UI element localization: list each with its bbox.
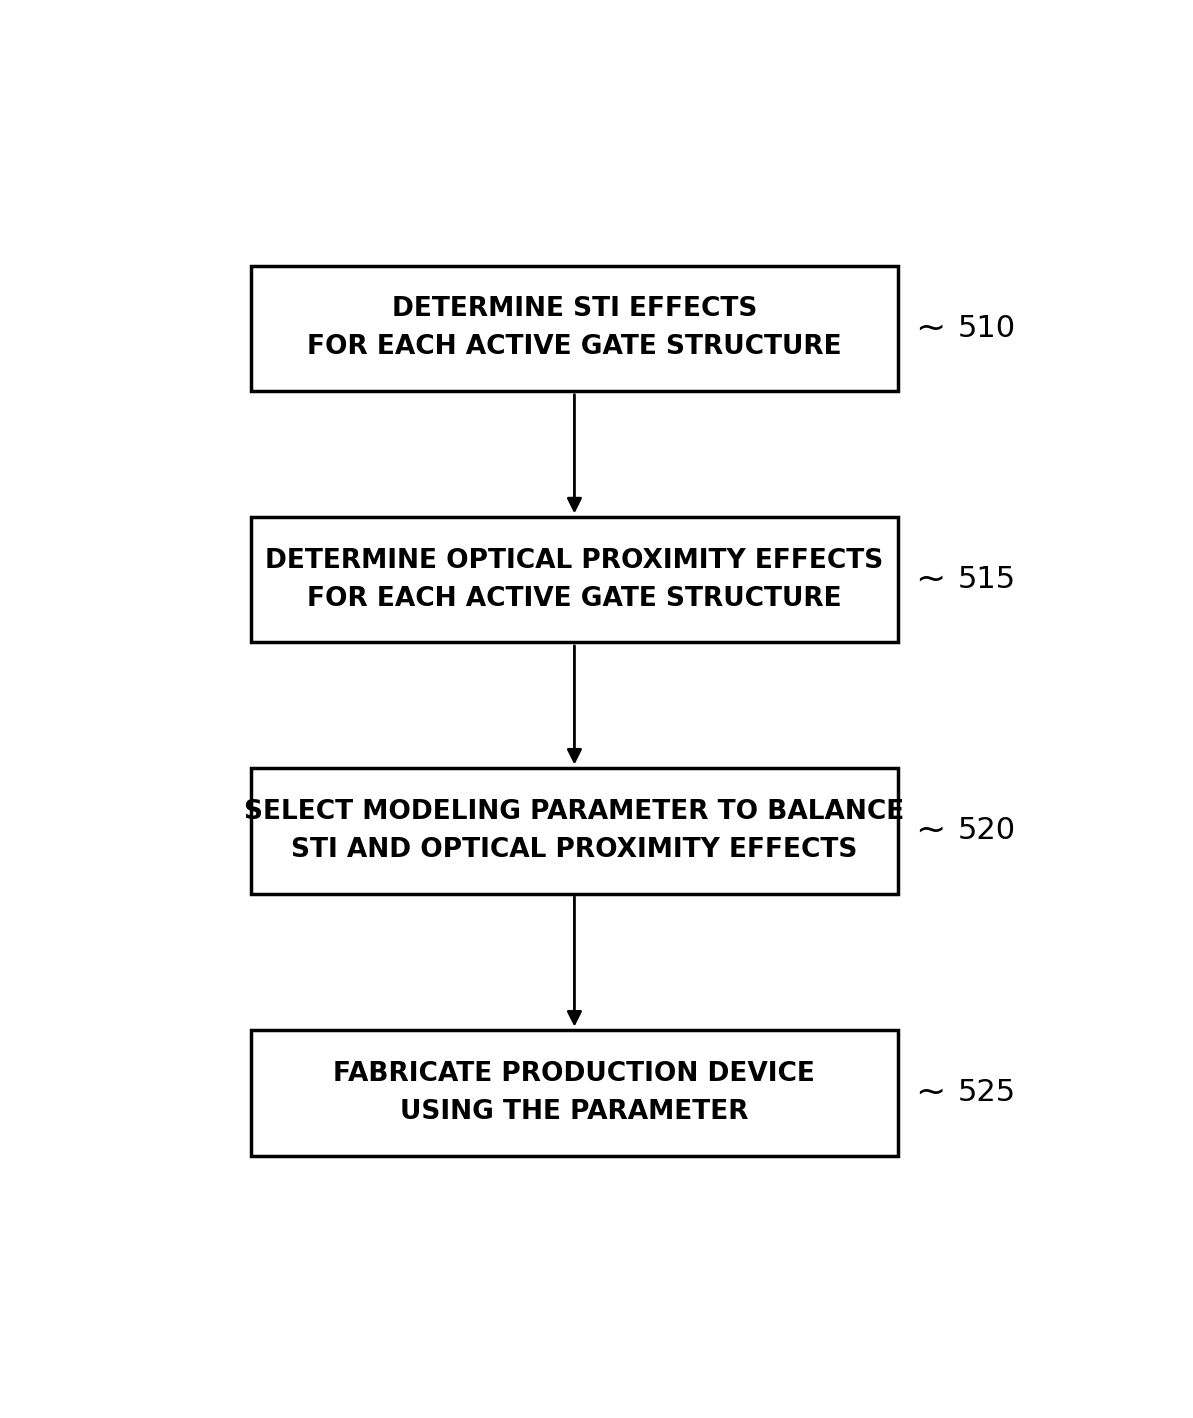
- Text: DETERMINE STI EFFECTS
FOR EACH ACTIVE GATE STRUCTURE: DETERMINE STI EFFECTS FOR EACH ACTIVE GA…: [307, 296, 842, 360]
- Text: ~: ~: [915, 563, 946, 597]
- Bar: [251, 265, 898, 391]
- Text: ~: ~: [915, 814, 946, 848]
- Text: FABRICATE PRODUCTION DEVICE
USING THE PARAMETER: FABRICATE PRODUCTION DEVICE USING THE PA…: [334, 1061, 815, 1124]
- Text: 525: 525: [958, 1078, 1016, 1107]
- Text: SELECT MODELING PARAMETER TO BALANCE
STI AND OPTICAL PROXIMITY EFFECTS: SELECT MODELING PARAMETER TO BALANCE STI…: [245, 798, 904, 862]
- Text: ~: ~: [915, 1076, 946, 1110]
- Text: ~: ~: [915, 312, 946, 346]
- Bar: [251, 769, 898, 893]
- Text: 510: 510: [958, 313, 1016, 343]
- Text: 520: 520: [958, 817, 1016, 845]
- Bar: [251, 516, 898, 642]
- Text: 515: 515: [958, 566, 1016, 594]
- Bar: [251, 1029, 898, 1156]
- Text: DETERMINE OPTICAL PROXIMITY EFFECTS
FOR EACH ACTIVE GATE STRUCTURE: DETERMINE OPTICAL PROXIMITY EFFECTS FOR …: [265, 547, 884, 611]
